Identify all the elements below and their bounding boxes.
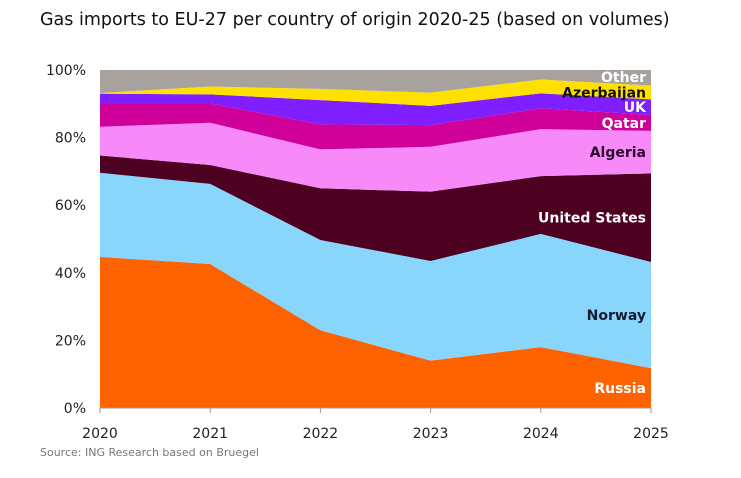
area-united-states	[100, 155, 651, 262]
chart-title: Gas imports to EU-27 per country of orig…	[40, 10, 670, 30]
x-tick-label: 2023	[413, 426, 449, 442]
x-tick-label: 2021	[192, 426, 228, 442]
area-russia	[100, 256, 651, 408]
x-tick-label: 2025	[633, 426, 669, 442]
area-other	[100, 70, 651, 93]
y-tick-label: 20%	[55, 333, 86, 349]
y-tick-label: 60%	[55, 198, 86, 214]
series-label: United States	[538, 211, 646, 227]
series-label: Russia	[594, 381, 646, 397]
y-tick-label: 80%	[55, 131, 86, 147]
series-label: Other	[601, 70, 646, 86]
y-tick-label: 100%	[46, 63, 86, 79]
series-label: Qatar	[602, 116, 646, 132]
y-tick-label: 0%	[64, 401, 86, 417]
series-label: Algeria	[590, 145, 646, 161]
series-label: UK	[624, 100, 647, 116]
area-norway	[100, 172, 651, 369]
source-note: Source: ING Research based on Bruegel	[40, 446, 259, 459]
series-label: Azerbaijan	[562, 85, 646, 101]
x-tick-label: 2024	[523, 426, 559, 442]
area-algeria	[100, 122, 651, 192]
area-azerbaijan	[100, 79, 651, 106]
area-qatar	[100, 103, 651, 150]
x-tick-label: 2020	[82, 426, 118, 442]
area-uk	[100, 93, 651, 126]
series-label: Norway	[587, 308, 646, 324]
x-tick-label: 2022	[303, 426, 339, 442]
y-tick-label: 40%	[55, 266, 86, 282]
